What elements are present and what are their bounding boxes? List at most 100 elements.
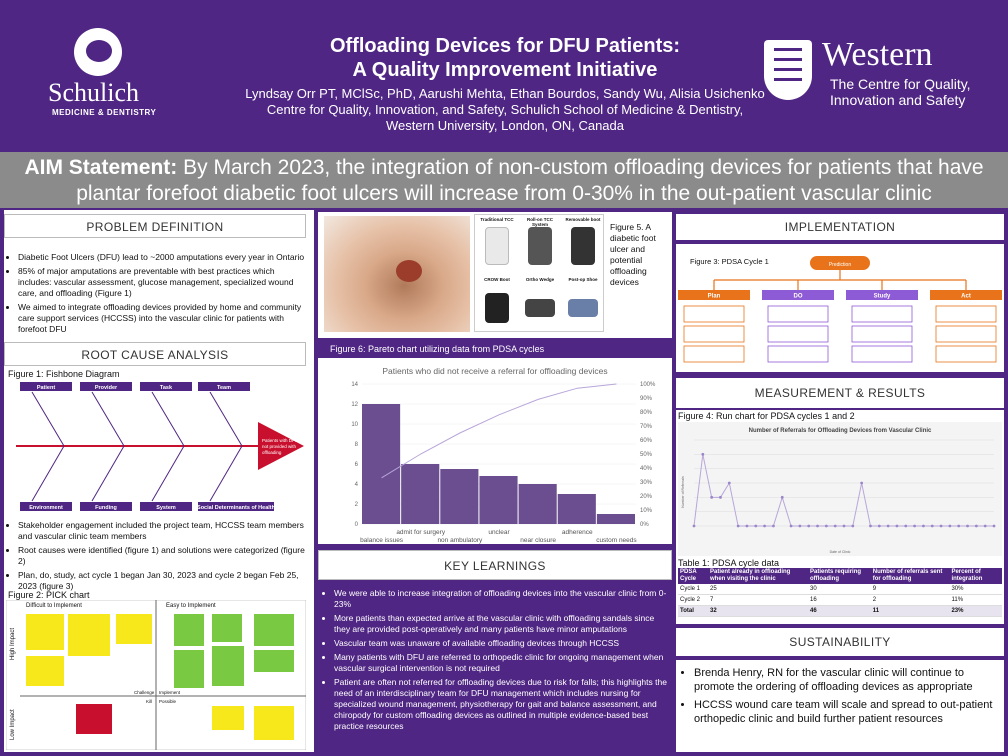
device-image	[485, 227, 509, 265]
run-chart-ylabel: Number of Referrals	[681, 476, 685, 508]
table-header-cell: PDSA Cycle	[678, 568, 708, 584]
table-caption: Table 1: PDSA cycle data	[678, 558, 780, 568]
pdsa-column-label: Plan	[708, 294, 721, 300]
run-chart-point	[939, 524, 943, 528]
problem-bullet: 85% of major amputations are preventable…	[18, 266, 308, 299]
fishbone-category-box	[198, 502, 274, 511]
sustainability-list: Brenda Henry, RN for the vascular clinic…	[680, 666, 1002, 730]
pdsa-step-box	[851, 305, 913, 323]
western-logo: Western The Centre for Quality, Innovati…	[762, 36, 992, 116]
pick-note	[174, 614, 204, 646]
table-header-row: PDSA Cycle Patient already in offloading…	[678, 568, 1002, 584]
pareto-y2-tick: 20%	[640, 494, 653, 500]
pareto-y2-tick: 40%	[640, 466, 653, 472]
fishbone-category-label: Patient	[37, 385, 56, 391]
aim-label: AIM Statement:	[24, 156, 178, 179]
key-learnings-heading: KEY LEARNINGS	[318, 550, 672, 580]
fishbone-category-box	[80, 382, 132, 391]
table-cell: 16	[808, 594, 871, 606]
fishbone-bone	[31, 445, 65, 502]
pareto-bar	[596, 514, 635, 524]
pdsa-step-box	[683, 345, 745, 363]
run-chart-point	[957, 524, 961, 528]
fishbone-category-label: Social Determinants of Health	[197, 505, 276, 511]
problem-bullet: Diabetic Foot Ulcers (DFU) lead to ~2000…	[18, 252, 308, 263]
run-chart-point	[772, 524, 775, 528]
run-chart-point	[745, 524, 749, 528]
device-tile: Ortho Wedge	[520, 277, 560, 329]
fishbone-category-label: Provider	[95, 385, 118, 391]
problem-definition-heading: PROBLEM DEFINITION	[4, 214, 306, 238]
table-cell: 9	[870, 584, 950, 595]
device-tile: CROW Boot	[477, 277, 517, 329]
pick-note	[68, 614, 110, 656]
pareto-y-tick: 0	[355, 522, 359, 528]
fishbone-category-box	[20, 502, 72, 511]
run-chart-point	[886, 524, 890, 528]
device-label: Removable boot	[565, 217, 601, 222]
pdsa-column-label: Act	[961, 294, 971, 300]
implementation-heading: IMPLEMENTATION	[676, 214, 1004, 240]
pareto-x-label: near closure	[520, 537, 556, 544]
fishbone-diagram: Patients with DFU not provided with offloa…	[16, 382, 304, 511]
run-chart-point	[974, 524, 978, 528]
pareto-y-tick: 2	[355, 502, 359, 508]
pdsa-column-header	[846, 290, 918, 300]
table-total-row: Total 32 46 11 23%	[678, 605, 1002, 617]
western-subtitle-line-2: Innovation and Safety	[830, 92, 966, 108]
pareto-title: Patients who did not receive a referral …	[382, 366, 607, 376]
pareto-x-label: non ambulatory	[437, 537, 483, 544]
device-tile: Traditional TCC	[477, 217, 517, 269]
pareto-x-label: admit for surgery	[396, 529, 446, 536]
pdsa-caption: Figure 3: PDSA Cycle 1	[690, 257, 769, 266]
table-cell: Total	[678, 605, 708, 617]
pick-difficult-label: Difficult to Implement	[26, 603, 82, 609]
run-chart-point	[736, 524, 740, 528]
pareto-bar	[440, 469, 479, 524]
pdsa-step-box	[683, 325, 745, 343]
run-chart-point	[904, 524, 908, 528]
run-chart-point	[727, 481, 731, 485]
run-chart-point	[877, 524, 881, 528]
key-learning-bullet: We were able to increase integration of …	[334, 588, 668, 610]
run-chart-caption: Figure 4: Run chart for PDSA cycles 1 an…	[678, 411, 855, 421]
fishbone-category-box	[140, 502, 192, 511]
run-chart-point	[992, 524, 996, 528]
device-label: Ortho Wedge	[525, 277, 555, 282]
problem-bullets: Diabetic Foot Ulcers (DFU) lead to ~2000…	[6, 252, 308, 338]
table-cell: 11%	[949, 594, 1002, 606]
pick-challenge-label: Challenge	[134, 690, 155, 695]
table-cell: 32	[708, 605, 809, 617]
table-cell: 25	[708, 584, 809, 595]
pick-chart: Difficult to Implement Easy to Implement…	[6, 600, 306, 750]
fishbone-bone	[151, 391, 185, 447]
sustainability-bullet: Brenda Henry, RN for the vascular clinic…	[694, 666, 1002, 694]
table-header-cell: Patient already in offloading when visit…	[708, 568, 809, 584]
pareto-y2-tick: 90%	[640, 396, 653, 402]
title-line-2: A Quality Improvement Initiative	[352, 59, 658, 81]
device-label: Roll-on TCC System	[527, 217, 553, 227]
poster-header: Schulich MEDICINE & DENTISTRY Offloading…	[0, 0, 1008, 150]
fishbone-effect: Patients with DFU not provided with offloa…	[262, 438, 298, 455]
key-learning-bullet: Patient are often not referred for offlo…	[334, 677, 668, 732]
offloading-devices-grid: Traditional TCC Roll-on TCC System Remov…	[474, 214, 604, 332]
poster-title: Offloading Devices for DFU Patients: A Q…	[230, 34, 780, 82]
pareto-x-label: balance issues	[360, 537, 404, 544]
author-list: Lyndsay Orr PT, MClSc, PhD, Aarushi Meht…	[245, 86, 765, 101]
device-image	[571, 227, 595, 265]
fishbone-bone	[209, 391, 243, 447]
device-label: CROW Boot	[484, 277, 510, 282]
pdsa-root-label: Prediction	[829, 262, 851, 268]
pareto-y2-tick: 80%	[640, 410, 653, 416]
table-cell: 30	[808, 584, 871, 595]
pick-note	[116, 614, 152, 644]
pdsa-step-box	[935, 305, 997, 323]
aim-text: By March 2023, the integration of non-cu…	[76, 156, 984, 205]
table-row: Cycle 2 7 16 2 11%	[678, 594, 1002, 606]
schulich-name: Schulich	[48, 78, 139, 107]
run-chart-point	[851, 524, 855, 528]
sustainability-panel	[676, 660, 1004, 752]
schulich-subtitle: MEDICINE & DENTISTRY	[52, 108, 157, 117]
pick-caption: Figure 2: PICK chart	[8, 590, 90, 600]
device-image	[528, 227, 552, 265]
